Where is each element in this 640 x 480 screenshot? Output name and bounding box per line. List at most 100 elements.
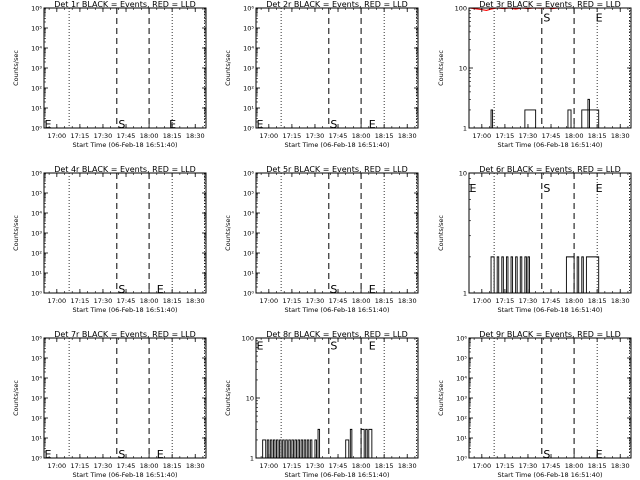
y-tick-label: 10² [31, 250, 42, 258]
y-tick-label: 10³ [243, 65, 254, 73]
events-bar [303, 439, 307, 458]
x-tick-label: 18:15 [163, 132, 182, 140]
end-marker: E [257, 339, 264, 352]
events-bar [306, 439, 310, 458]
start-marker: S [118, 448, 125, 461]
x-tick-label: 17:15 [496, 132, 515, 140]
plot-frame [43, 172, 207, 294]
x-tick-label: 17:30 [306, 132, 325, 140]
x-tick-label: 18:15 [375, 132, 394, 140]
x-tick-label: 17:00 [259, 297, 278, 305]
start-marker: S [118, 118, 125, 131]
x-axis-label: Start Time (06-Feb-18 16:51:40) [285, 471, 390, 479]
end-marker: E [157, 283, 164, 296]
end-marker: E [369, 118, 376, 131]
y-tick-label: 1 [463, 290, 467, 298]
x-tick-label: 18:30 [398, 462, 417, 470]
panel-title: Det 3r BLACK = Events, RED = LLD [479, 0, 621, 9]
events-bar [282, 439, 285, 458]
x-tick-label: 17:15 [496, 297, 515, 305]
x-tick-label: 18:00 [352, 462, 371, 470]
x-tick-label: 18:15 [375, 462, 394, 470]
y-tick-label: 10³ [31, 395, 42, 403]
events-bar [300, 439, 304, 458]
start-marker: S [543, 182, 550, 195]
x-axis-label: Start Time (06-Feb-18 16:51:40) [498, 306, 603, 314]
y-tick-label: 10⁵ [243, 190, 254, 198]
y-tick-label: 10³ [243, 230, 254, 238]
events-bar [279, 439, 282, 458]
plot-frame [255, 7, 419, 129]
y-tick-label: 10⁴ [456, 375, 467, 383]
plot-frame [43, 337, 207, 459]
y-tick-label: 10⁵ [456, 355, 467, 363]
y-tick-label: 1 [463, 125, 467, 133]
y-tick-label: 10¹ [243, 105, 254, 113]
x-axis-label: Start Time (06-Feb-18 16:51:40) [498, 471, 603, 479]
y-tick-label: 10³ [31, 65, 42, 73]
y-tick-label: 10⁶ [243, 5, 254, 13]
x-tick-label: 18:15 [588, 132, 607, 140]
panel-title: Det 8r BLACK = Events, RED = LLD [266, 330, 408, 339]
events-bar [587, 98, 590, 128]
events-bar [317, 428, 321, 458]
events-bar [524, 109, 537, 128]
x-tick-label: 17:45 [542, 297, 561, 305]
x-tick-label: 17:30 [306, 462, 325, 470]
y-axis-label: Counts/sec [437, 380, 445, 416]
y-tick-label: 1 [250, 455, 254, 463]
end-marker: E [45, 118, 52, 131]
y-tick-label: 10⁶ [243, 170, 254, 178]
y-tick-label: 10⁴ [243, 210, 254, 218]
start-marker: S [330, 339, 337, 352]
events-bar [581, 109, 600, 128]
x-tick-label: 18:00 [140, 462, 159, 470]
events-bar [276, 439, 279, 458]
y-axis-label: Counts/sec [12, 380, 20, 416]
x-tick-label: 17:00 [259, 132, 278, 140]
events-bar [294, 439, 297, 458]
y-tick-label: 100 [455, 5, 467, 13]
events-bar [519, 256, 523, 293]
y-tick-label: 10³ [31, 230, 42, 238]
x-tick-label: 17:45 [542, 132, 561, 140]
start-marker: S [330, 118, 337, 131]
end-marker: E [369, 283, 376, 296]
detector-panel-4: Det 4r BLACK = Events, RED = LLD S E 10⁰ 10¹… [12, 165, 207, 314]
y-axis-label: Counts/sec [224, 50, 232, 86]
y-tick-label: 10⁰ [31, 125, 42, 133]
x-tick-label: 18:15 [588, 297, 607, 305]
events-bar [515, 256, 518, 293]
x-axis-label: Start Time (06-Feb-18 16:51:40) [73, 141, 178, 149]
y-axis-label: Counts/sec [12, 215, 20, 251]
x-tick-label: 18:30 [611, 462, 630, 470]
x-tick-label: 17:30 [94, 462, 113, 470]
end-marker: E [45, 448, 52, 461]
events-bar [285, 439, 288, 458]
start-marker: S [330, 283, 337, 296]
events-bar [581, 256, 584, 293]
x-tick-label: 17:00 [47, 462, 66, 470]
x-tick-label: 18:00 [565, 132, 584, 140]
y-tick-label: 10² [31, 415, 42, 423]
x-axis-label: Start Time (06-Feb-18 16:51:40) [285, 306, 390, 314]
x-tick-label: 18:00 [352, 132, 371, 140]
x-tick-label: 18:15 [163, 462, 182, 470]
y-tick-label: 10² [243, 250, 254, 258]
y-tick-label: 10⁰ [456, 455, 467, 463]
events-bar [576, 256, 580, 293]
x-tick-label: 17:15 [71, 132, 90, 140]
x-tick-label: 17:00 [472, 297, 491, 305]
events-bar [360, 428, 365, 458]
x-tick-label: 17:15 [71, 297, 90, 305]
x-tick-label: 18:30 [398, 297, 417, 305]
x-tick-label: 17:00 [47, 297, 66, 305]
events-bar [505, 256, 509, 293]
y-axis-label: Counts/sec [12, 50, 20, 86]
y-tick-label: 10¹ [31, 270, 42, 278]
x-axis-label: Start Time (06-Feb-18 16:51:40) [73, 306, 178, 314]
